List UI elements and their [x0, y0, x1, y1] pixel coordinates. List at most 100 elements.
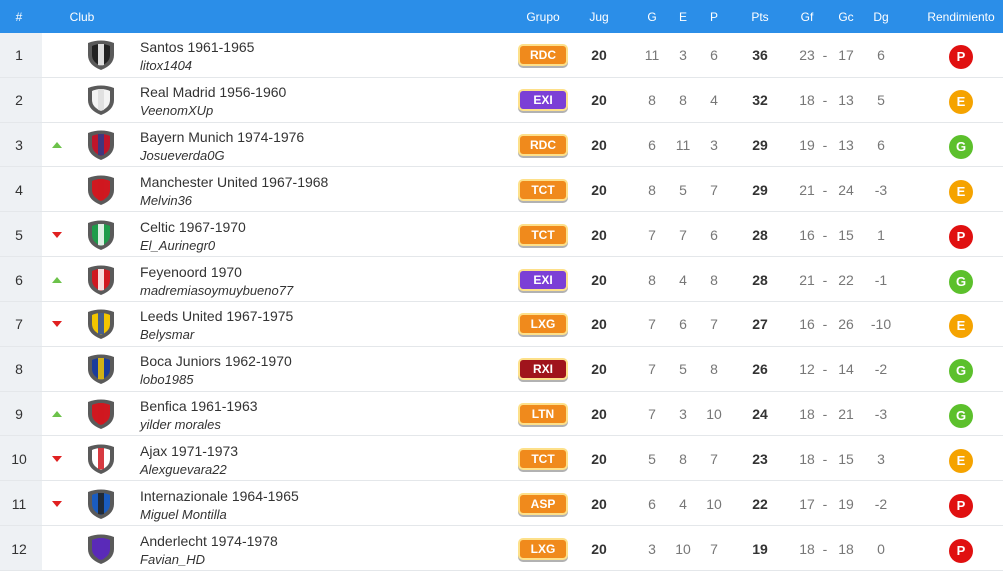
draws: 3	[679, 47, 687, 64]
column-header: #	[15, 10, 23, 24]
column-header: Grupo	[526, 10, 560, 24]
table-row	[0, 302, 1003, 347]
goal-difference: 3	[877, 450, 885, 467]
table-row	[0, 392, 1003, 437]
crest-accent	[98, 313, 104, 335]
wins: 5	[648, 450, 656, 467]
separator: -	[822, 361, 828, 378]
separator: -	[822, 406, 828, 423]
table-row	[0, 78, 1003, 123]
points: 28	[752, 271, 768, 288]
goals-against: 13	[838, 137, 854, 154]
trend-shape	[52, 231, 62, 238]
trend-arrow	[52, 455, 62, 462]
goals-against: 15	[838, 450, 854, 467]
goal-difference: -2	[874, 495, 888, 512]
goals-for: 17	[799, 495, 815, 512]
user-name: VeenomXUp	[140, 103, 214, 119]
club-crest	[88, 354, 114, 385]
table-row	[0, 212, 1003, 258]
goal-difference: -3	[874, 406, 888, 423]
draws: 4	[679, 271, 687, 288]
trend-shape	[52, 500, 62, 507]
crest-accent	[98, 358, 104, 380]
group-badge: TCT	[518, 447, 568, 470]
losses: 7	[710, 316, 718, 333]
points: 36	[752, 47, 768, 64]
club-crest	[88, 220, 114, 250]
draws: 8	[679, 450, 687, 467]
table-row	[0, 168, 1003, 213]
points: 28	[752, 226, 768, 243]
position: 5	[15, 226, 23, 243]
separator: -	[822, 450, 828, 467]
table-row	[0, 526, 1003, 571]
position: 9	[15, 406, 23, 423]
played: 20	[591, 47, 607, 64]
played: 20	[591, 271, 607, 288]
played: 20	[591, 495, 607, 512]
goal-difference: -3	[874, 181, 888, 198]
group-badge: RXI	[518, 358, 568, 381]
table-row	[0, 481, 1003, 527]
draws: 6	[679, 316, 687, 333]
group-badge: ASP	[518, 492, 568, 515]
rating-badge: G	[949, 359, 973, 384]
position: 7	[15, 316, 23, 333]
goals-against: 14	[838, 361, 854, 378]
club-crest	[88, 85, 114, 116]
group-badge: LXG	[518, 537, 568, 560]
trend-arrow	[52, 500, 62, 507]
goals-against: 24	[838, 181, 854, 198]
crest-accent	[98, 178, 104, 201]
user-name: lobo1985	[140, 372, 194, 388]
rating-badge: E	[949, 314, 973, 339]
group-badge: TCT	[518, 223, 568, 246]
points: 29	[752, 181, 768, 198]
club-name: Anderlecht 1974-1978	[140, 532, 278, 549]
draws: 7	[679, 226, 687, 243]
goal-difference: -1	[874, 271, 888, 288]
separator: -	[822, 540, 828, 557]
club-crest	[88, 265, 114, 295]
wins: 7	[648, 406, 656, 423]
wins: 7	[648, 226, 656, 243]
trend-arrow	[52, 276, 62, 283]
trend-shape	[52, 411, 62, 418]
club-name: Bayern Munich 1974-1976	[140, 129, 305, 146]
club-name: Feyenoord 1970	[140, 263, 242, 280]
goals-against: 21	[838, 406, 854, 423]
trend-arrow	[52, 142, 62, 149]
position: 2	[15, 92, 23, 109]
trend-shape	[52, 142, 62, 149]
column-header: Pts	[751, 10, 769, 24]
column-header: Rendimiento	[927, 10, 995, 24]
crest-accent	[98, 134, 104, 156]
losses: 6	[710, 47, 718, 64]
user-name: Miguel Montilla	[140, 506, 227, 522]
played: 20	[591, 226, 607, 243]
club-crest	[88, 40, 114, 71]
points: 19	[752, 540, 768, 557]
position: 1	[15, 47, 23, 64]
wins: 8	[648, 271, 656, 288]
rating-badge: E	[949, 448, 973, 473]
goals-against: 22	[838, 271, 854, 288]
points: 27	[752, 316, 768, 333]
goals-against: 13	[838, 92, 854, 109]
losses: 7	[710, 181, 718, 198]
club-name: Benfica 1961-1963	[140, 398, 258, 415]
draws: 10	[675, 540, 691, 557]
separator: -	[822, 47, 828, 64]
goals-for: 18	[799, 540, 815, 557]
group-badge: TCT	[518, 178, 568, 201]
draws: 4	[679, 495, 687, 512]
rating-badge: G	[949, 269, 973, 294]
user-name: Belysmar	[140, 327, 195, 343]
column-header: Gc	[838, 10, 854, 24]
points: 24	[752, 406, 768, 423]
club-name: Santos 1961-1965	[140, 39, 255, 56]
group-badge: LTN	[518, 403, 568, 426]
losses: 7	[710, 450, 718, 467]
